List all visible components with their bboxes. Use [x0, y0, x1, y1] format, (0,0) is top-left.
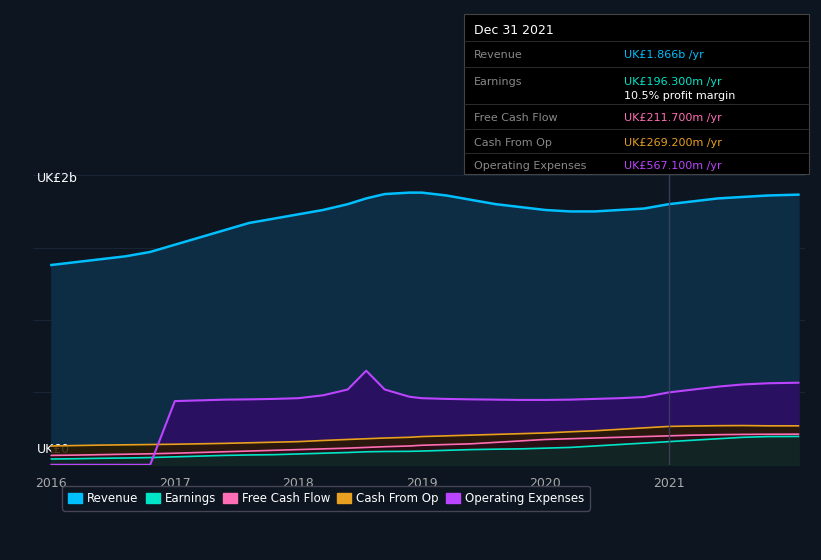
- Text: UK£0: UK£0: [37, 443, 70, 456]
- Text: Free Cash Flow: Free Cash Flow: [474, 113, 557, 123]
- Text: UK£567.100m /yr: UK£567.100m /yr: [624, 161, 722, 171]
- Legend: Revenue, Earnings, Free Cash Flow, Cash From Op, Operating Expenses: Revenue, Earnings, Free Cash Flow, Cash …: [62, 486, 589, 511]
- Text: UK£269.200m /yr: UK£269.200m /yr: [624, 138, 722, 148]
- Text: 10.5% profit margin: 10.5% profit margin: [624, 91, 736, 101]
- Text: UK£2b: UK£2b: [37, 172, 77, 185]
- Text: Earnings: Earnings: [474, 77, 522, 87]
- Text: UK£211.700m /yr: UK£211.700m /yr: [624, 113, 722, 123]
- Text: Dec 31 2021: Dec 31 2021: [474, 24, 553, 37]
- Text: Operating Expenses: Operating Expenses: [474, 161, 586, 171]
- Text: UK£1.866b /yr: UK£1.866b /yr: [624, 50, 704, 60]
- Text: Cash From Op: Cash From Op: [474, 138, 552, 148]
- Text: UK£196.300m /yr: UK£196.300m /yr: [624, 77, 722, 87]
- Text: Revenue: Revenue: [474, 50, 522, 60]
